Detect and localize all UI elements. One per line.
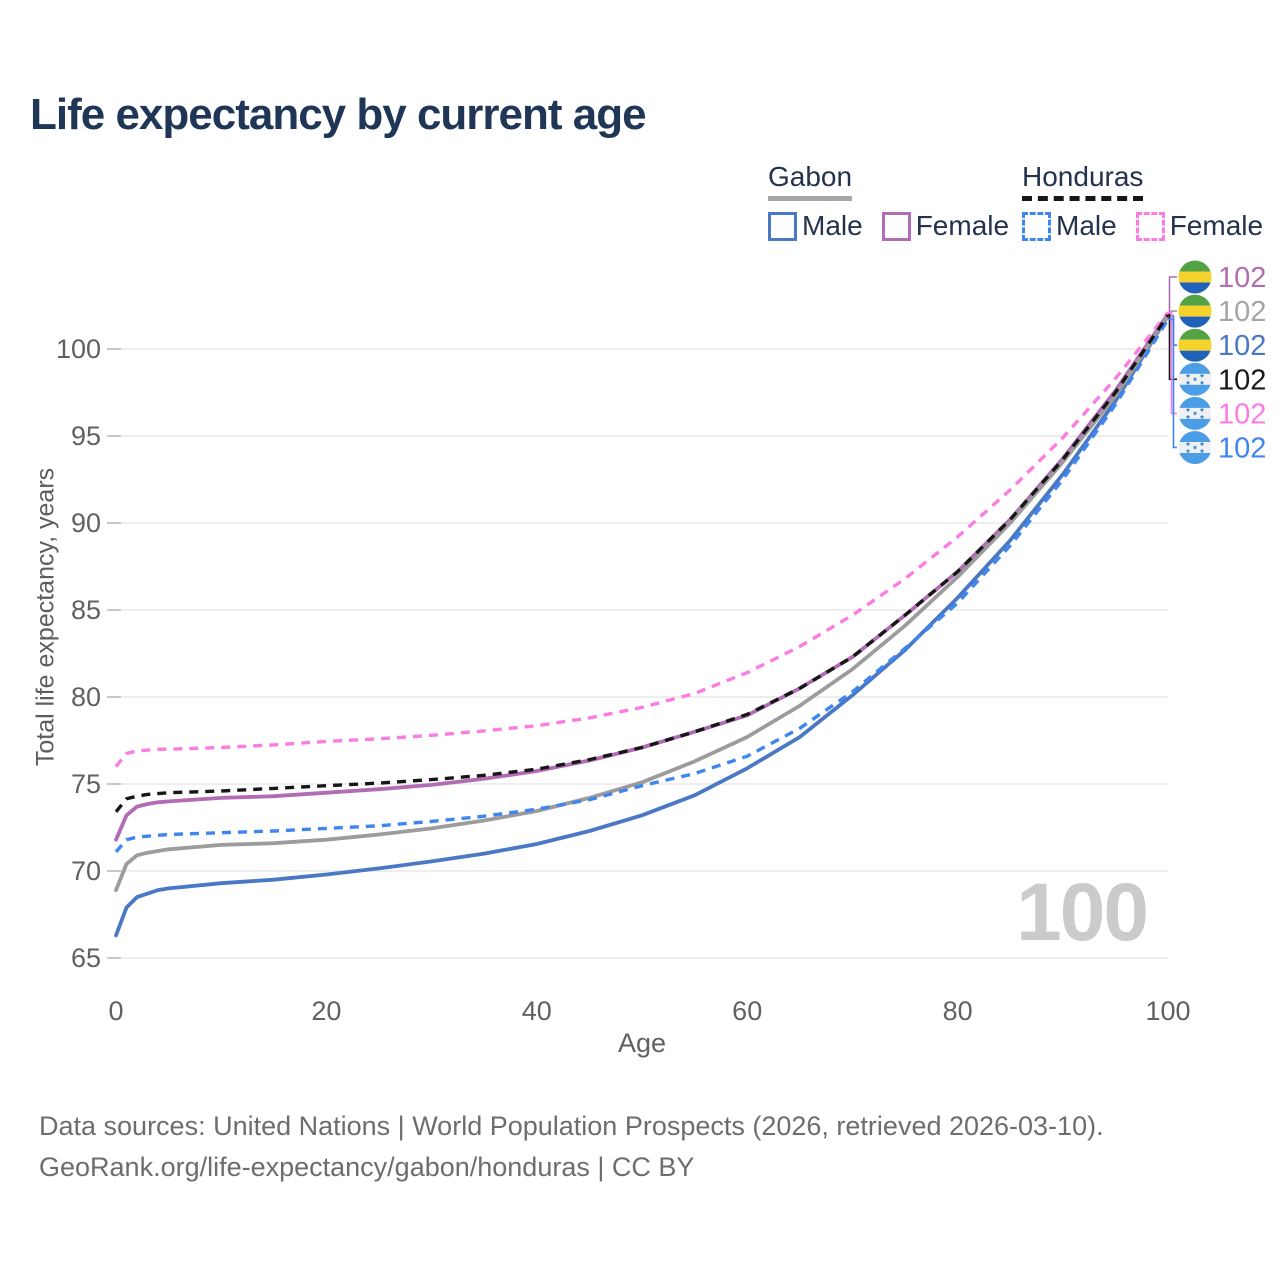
y-tick-label: 90 [71, 508, 101, 538]
legend-item-honduras-male[interactable]: Male [1022, 210, 1117, 242]
legend-item-honduras-male-label: Male [1056, 210, 1117, 241]
y-tick-label: 100 [56, 334, 101, 364]
end-label-connector [1168, 276, 1177, 315]
honduras-flag [1178, 431, 1212, 464]
gabon-female-swatch-icon [881, 211, 911, 241]
honduras-flag [1178, 396, 1212, 430]
footer-link-line: GeoRank.org/life-expectancy/gabon/hondur… [39, 1152, 695, 1182]
legend-country-honduras[interactable]: Honduras [1022, 161, 1144, 201]
x-axis-title: Age [618, 1028, 666, 1058]
end-value-label[interactable]: 102 [1218, 262, 1266, 294]
end-label-connector [1168, 318, 1177, 449]
chart-title: Life expectancy by current age [30, 90, 647, 139]
series-line-honduras-male[interactable] [114, 318, 1170, 854]
series-line-honduras-all[interactable] [114, 314, 1170, 813]
legend-items-honduras: Male Female [1022, 210, 1263, 242]
legend-country-gabon[interactable]: Gabon [768, 161, 853, 201]
honduras-male-swatch-icon [1022, 211, 1051, 241]
legend-country-honduras-label: Honduras [1022, 161, 1144, 192]
y-tick-label: 65 [71, 943, 101, 973]
series-line-gabon-all[interactable] [114, 313, 1170, 892]
series-line-gabon-male[interactable] [114, 313, 1170, 938]
x-tick-label: 0 [108, 996, 123, 1026]
series-line-gabon-female[interactable] [114, 312, 1170, 842]
honduras-line-style-swatch [1022, 196, 1144, 201]
y-tick-label: 75 [71, 769, 101, 799]
legend-item-gabon-male[interactable]: Male [768, 210, 863, 242]
gabon-flag [1178, 294, 1212, 328]
end-value-label[interactable]: 102 [1218, 296, 1266, 328]
legend-items-gabon: Male Female [768, 210, 1009, 242]
x-tick-label: 20 [311, 996, 341, 1026]
legend-group-honduras: Honduras Male Female [1022, 161, 1263, 242]
end-value-label[interactable]: 102 [1218, 364, 1266, 396]
y-tick-label: 95 [71, 421, 101, 451]
x-tick-label: 80 [943, 996, 973, 1026]
gabon-line-style-swatch [768, 196, 853, 201]
gabon-male-swatch-icon [768, 211, 797, 241]
age-watermark: 100 [1016, 867, 1149, 958]
end-value-label[interactable]: 102 [1218, 398, 1266, 430]
honduras-flag [1178, 362, 1212, 396]
y-axis-title: Total life expectancy, years [31, 467, 60, 767]
y-tick-label: 85 [71, 595, 101, 625]
footer: Data sources: United Nations | World Pop… [39, 1106, 1104, 1188]
series-line-honduras-female[interactable] [114, 311, 1170, 768]
gabon-flag [1178, 328, 1212, 362]
gabon-flag [1178, 260, 1212, 294]
legend-item-gabon-female-label: Female [915, 210, 1010, 241]
y-tick-label: 70 [71, 856, 101, 886]
legend-item-honduras-female[interactable]: Female [1135, 210, 1264, 242]
legend-item-gabon-female[interactable]: Female [881, 210, 1010, 242]
legend-country-gabon-label: Gabon [768, 161, 853, 192]
x-tick-label: 60 [732, 996, 762, 1026]
end-label-connector [1168, 314, 1177, 381]
legend-group-gabon: Gabon Male Female [768, 161, 1009, 242]
legend-item-gabon-male-label: Male [802, 210, 863, 241]
x-tick-label: 100 [1145, 996, 1190, 1026]
end-value-label[interactable]: 102 [1218, 330, 1266, 362]
honduras-female-swatch-icon [1135, 211, 1165, 241]
x-tick-label: 40 [522, 996, 552, 1026]
y-tick-label: 80 [71, 682, 101, 712]
legend-item-honduras-female-label: Female [1169, 210, 1264, 241]
footer-source-line: Data sources: United Nations | World Pop… [39, 1111, 1104, 1141]
end-value-label[interactable]: 102 [1218, 433, 1266, 465]
